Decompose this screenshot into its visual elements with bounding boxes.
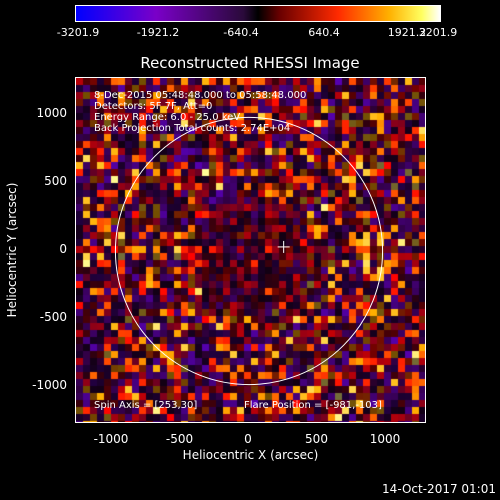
x-tick-label: -1000 <box>93 432 129 446</box>
spin-axis-cross-marker <box>277 240 290 253</box>
reconstructed-image-pixels <box>76 78 425 422</box>
y-tick-label: 1000 <box>36 106 67 120</box>
solar-limb-circle <box>114 116 384 386</box>
colorbar-tick-label: -1921.2 <box>136 26 180 39</box>
annotation-flare-position: Flare Position = [-981,-103] <box>244 400 382 411</box>
plot-overlay <box>114 116 384 386</box>
annotation-method-counts: Back Projection Total counts: 2.74E+04 <box>94 123 291 134</box>
rhessi-image-plot: 8-Dec-2015 05:48:48.000 to 05:58:48.000 … <box>75 77 426 423</box>
y-tick-label: 0 <box>59 242 67 256</box>
colorbar-tick-label: -640.4 <box>223 26 259 39</box>
colorbar-tick-label: 3201.9 <box>418 26 458 39</box>
timestamp: 14-Oct-2017 01:01 <box>382 482 496 496</box>
annotation-energy-range: Energy Range: 6.0 - 25.0 keV <box>94 112 241 123</box>
y-tick-label: -1000 <box>32 378 67 392</box>
annotation-detectors: Detectors: 5F 7F, Att=0 <box>94 101 213 112</box>
x-tick-label: -500 <box>165 432 194 446</box>
y-tick-label: -500 <box>39 310 67 324</box>
annotation-time-range: 8-Dec-2015 05:48:48.000 to 05:58:48.000 <box>94 90 307 101</box>
x-tick-label: 0 <box>244 432 252 446</box>
x-axis-label: Heliocentric X (arcsec) <box>182 448 319 462</box>
x-tick-label: 1000 <box>369 432 401 446</box>
image-title: Reconstructed RHESSI Image <box>140 54 360 72</box>
colorbar <box>75 5 441 22</box>
y-axis-label: Heliocentric Y (arcsec) <box>5 182 19 318</box>
x-tick-label: 500 <box>305 432 328 446</box>
colorbar-tick-label: -3201.9 <box>56 26 100 39</box>
y-tick-label: 500 <box>44 174 67 188</box>
colorbar-tick-label: 640.4 <box>308 26 340 39</box>
annotation-spin-axis: Spin Axis = [253,30] <box>94 400 198 411</box>
colorbar-tick-label: 1921.2 <box>387 26 427 39</box>
